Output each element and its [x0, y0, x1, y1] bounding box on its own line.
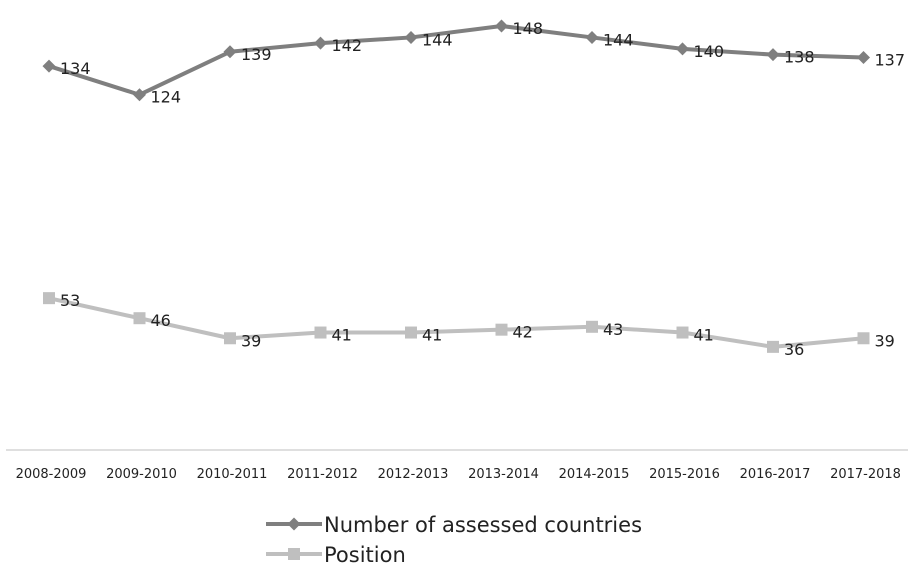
series-markers: [42, 19, 870, 353]
data-point-s1-7: [585, 30, 599, 44]
data-label-s1-10: 137: [875, 50, 906, 69]
data-label-s1-2: 124: [151, 88, 182, 107]
series-line-1: [48, 23, 864, 97]
data-label-s2-3: 39: [241, 331, 261, 350]
data-point-s2-10: [857, 332, 870, 345]
legend-marker-2: [288, 548, 300, 560]
data-point-s1-3: [223, 45, 237, 59]
data-label-s1-1: 134: [60, 59, 91, 78]
legend: Number of assessed countries Position: [266, 513, 642, 563]
x-tick-label-5: 2012-2013: [378, 467, 449, 482]
data-point-s1-2: [133, 88, 146, 102]
data-point-s2-7: [586, 320, 598, 333]
data-labels: 134 124 139 142 144 148 144 140 138 137 53 46 39 41 41…: [60, 19, 905, 359]
x-tick-label-7: 2014-2015: [559, 467, 630, 482]
x-tick-label-3: 2010-2011: [197, 467, 268, 482]
data-label-s2-4: 41: [332, 326, 352, 345]
data-label-s2-10: 39: [875, 331, 895, 350]
series-lines: [48, 23, 864, 349]
data-point-s1-1: [42, 59, 56, 73]
data-label-s2-8: 41: [694, 326, 714, 345]
data-point-s2-3: [224, 332, 236, 345]
data-label-s1-5: 144: [422, 30, 453, 49]
x-tick-label-4: 2011-2012: [287, 467, 358, 482]
data-point-s1-9: [766, 48, 780, 62]
data-label-s2-9: 36: [784, 340, 804, 359]
x-tick-label-2: 2009-2010: [106, 467, 177, 482]
data-point-s2-6: [495, 323, 508, 336]
data-point-s2-5: [405, 326, 417, 339]
data-label-s1-6: 148: [513, 19, 544, 38]
data-label-s2-7: 43: [603, 320, 623, 339]
data-label-s1-4: 142: [332, 36, 363, 55]
data-label-s2-2: 46: [151, 311, 171, 330]
data-label-s1-8: 140: [694, 42, 725, 61]
x-tick-label-9: 2016-2017: [740, 467, 811, 482]
legend-label-2: Position: [324, 543, 406, 563]
x-tick-label-8: 2015-2016: [649, 467, 720, 482]
x-tick-label-6: 2013-2014: [468, 467, 539, 482]
series-line-2: [48, 296, 864, 349]
x-tick-labels: 2008-2009 2009-2010 2010-2011 2011-2012 2012…: [16, 467, 901, 482]
data-point-s1-5: [404, 30, 418, 44]
data-point-s1-8: [676, 42, 689, 56]
data-point-s1-10: [857, 50, 870, 64]
legend-marker-1: [287, 517, 301, 531]
data-label-s1-7: 144: [603, 30, 634, 49]
x-tick-label-10: 2017-2018: [830, 467, 901, 482]
legend-label-1: Number of assessed countries: [324, 513, 642, 537]
data-point-s1-4: [314, 36, 327, 50]
data-point-s2-2: [133, 312, 146, 325]
data-label-s1-3: 139: [241, 45, 272, 64]
data-point-s2-8: [676, 326, 689, 339]
data-label-s2-5: 41: [422, 326, 442, 345]
data-label-s1-9: 138: [784, 48, 815, 67]
data-point-s2-1: [43, 292, 55, 305]
data-label-s2-6: 42: [513, 323, 533, 342]
data-point-s2-9: [767, 340, 779, 353]
data-label-s2-1: 53: [60, 291, 80, 310]
data-point-s1-6: [495, 19, 508, 33]
data-point-s2-4: [314, 326, 327, 339]
x-tick-label-1: 2008-2009: [16, 467, 87, 482]
